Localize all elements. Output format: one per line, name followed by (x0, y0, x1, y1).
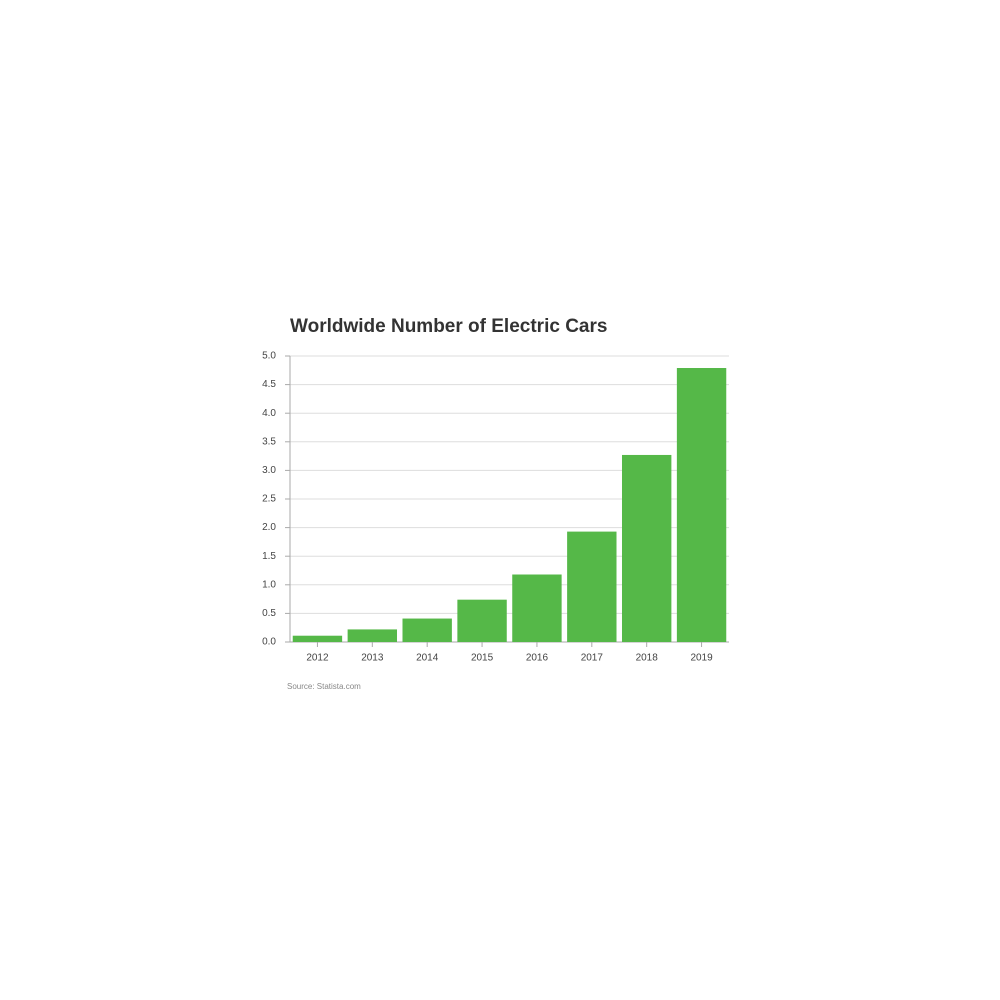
x-tick-label: 2017 (581, 653, 604, 664)
x-tick-label: 2019 (690, 653, 713, 664)
bar (347, 629, 398, 642)
y-tick-label: 2.0 (262, 522, 276, 533)
bar (621, 454, 672, 642)
x-tick-label: 2014 (416, 653, 439, 664)
x-tick-label: 2013 (361, 653, 384, 664)
y-tick-label: 3.5 (262, 436, 276, 447)
y-tick-label: 5.0 (262, 351, 276, 362)
y-tick-label: 1.0 (262, 579, 276, 590)
y-tick-label: 0.0 (262, 637, 276, 648)
y-tick-label: 2.5 (262, 494, 276, 505)
bar (676, 368, 727, 642)
y-tick-label: 4.5 (262, 379, 276, 390)
bar (292, 635, 343, 642)
x-tick-label: 2015 (471, 653, 494, 664)
x-tick-label: 2016 (526, 653, 549, 664)
bar (567, 531, 617, 642)
y-tick-label: 4.0 (262, 408, 276, 419)
bar (457, 599, 507, 642)
y-tick-label: 0.5 (262, 608, 276, 619)
y-tick-label: 1.5 (262, 551, 276, 562)
bar (402, 618, 452, 642)
x-tick-label: 2018 (636, 653, 659, 664)
y-tick-label: 3.0 (262, 465, 276, 476)
source-note: Source: Statista.com (287, 682, 361, 691)
chart-title: Worldwide Number of Electric Cars (290, 316, 607, 337)
bar (512, 574, 562, 642)
x-tick-label: 2012 (306, 653, 329, 664)
